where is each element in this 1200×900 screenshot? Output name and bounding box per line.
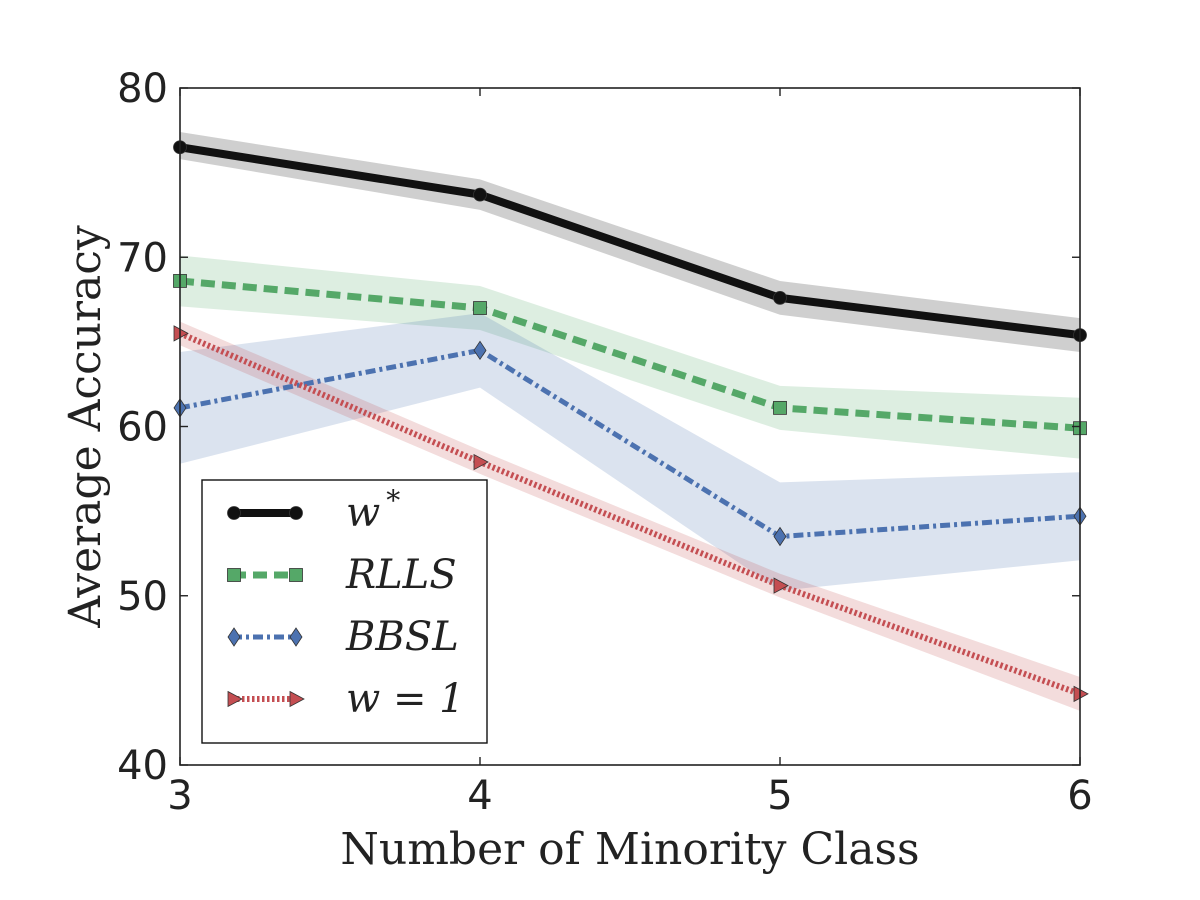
band-series-3	[180, 313, 1080, 591]
line-series-1	[179, 143, 1081, 340]
line-series-2	[179, 277, 1081, 432]
legend-label-2: RLLS	[345, 552, 457, 598]
legend-label-text: RLLS	[345, 552, 457, 598]
y-tick-label: 60	[117, 405, 168, 451]
point-series-2	[773, 400, 787, 415]
point-series-4	[773, 577, 789, 594]
legend-marker-2	[289, 568, 303, 582]
band-series-1	[180, 132, 1080, 353]
y-tick-label: 80	[117, 66, 168, 112]
band-series-2	[180, 255, 1080, 459]
legend-label-text: BBSL	[345, 614, 459, 660]
line-series-4	[178, 330, 1082, 697]
x-tick-label: 4	[467, 773, 492, 819]
point-series-1	[473, 187, 487, 202]
line-series-3	[179, 347, 1081, 540]
legend-label-text: w = 1	[346, 676, 465, 722]
point-series-4	[473, 453, 489, 471]
x-axis-label: Number of Minority Class	[340, 824, 919, 875]
legend-marker-1	[289, 506, 303, 520]
legend: w * RLLS BBSL w = 1	[201, 479, 488, 744]
y-tick-label: 50	[117, 574, 168, 620]
legend-label-text: w	[346, 490, 380, 536]
legend-marker-3	[227, 627, 241, 647]
point-series-3	[773, 526, 787, 547]
point-series-4	[173, 325, 189, 342]
y-tick-label: 70	[117, 235, 168, 281]
legend-marker-1	[227, 506, 241, 520]
x-tick-label: 5	[767, 773, 792, 819]
x-tick-label: 6	[1067, 773, 1092, 819]
x-tick-label: 3	[167, 773, 192, 819]
legend-marker-4	[227, 690, 243, 708]
legend-label-4: w = 1	[346, 676, 465, 722]
point-series-3	[473, 340, 487, 361]
legend-marker-2	[227, 568, 241, 582]
legend-marker-4	[289, 690, 305, 708]
legend-label-superscript: *	[386, 484, 400, 517]
point-series-1	[773, 290, 787, 305]
legend-marker-3	[289, 627, 303, 647]
axis-ticks: 3 4 5 6 40 50 60 70 80	[117, 66, 1093, 819]
y-tick-label: 40	[117, 743, 168, 789]
legend-label-1: w *	[346, 484, 400, 536]
point-series-2	[473, 301, 487, 315]
legend-label-3: BBSL	[345, 614, 459, 660]
y-axis-label: Average Accuracy	[60, 225, 111, 629]
point-series-4	[1073, 685, 1089, 703]
series-lines	[178, 143, 1082, 697]
